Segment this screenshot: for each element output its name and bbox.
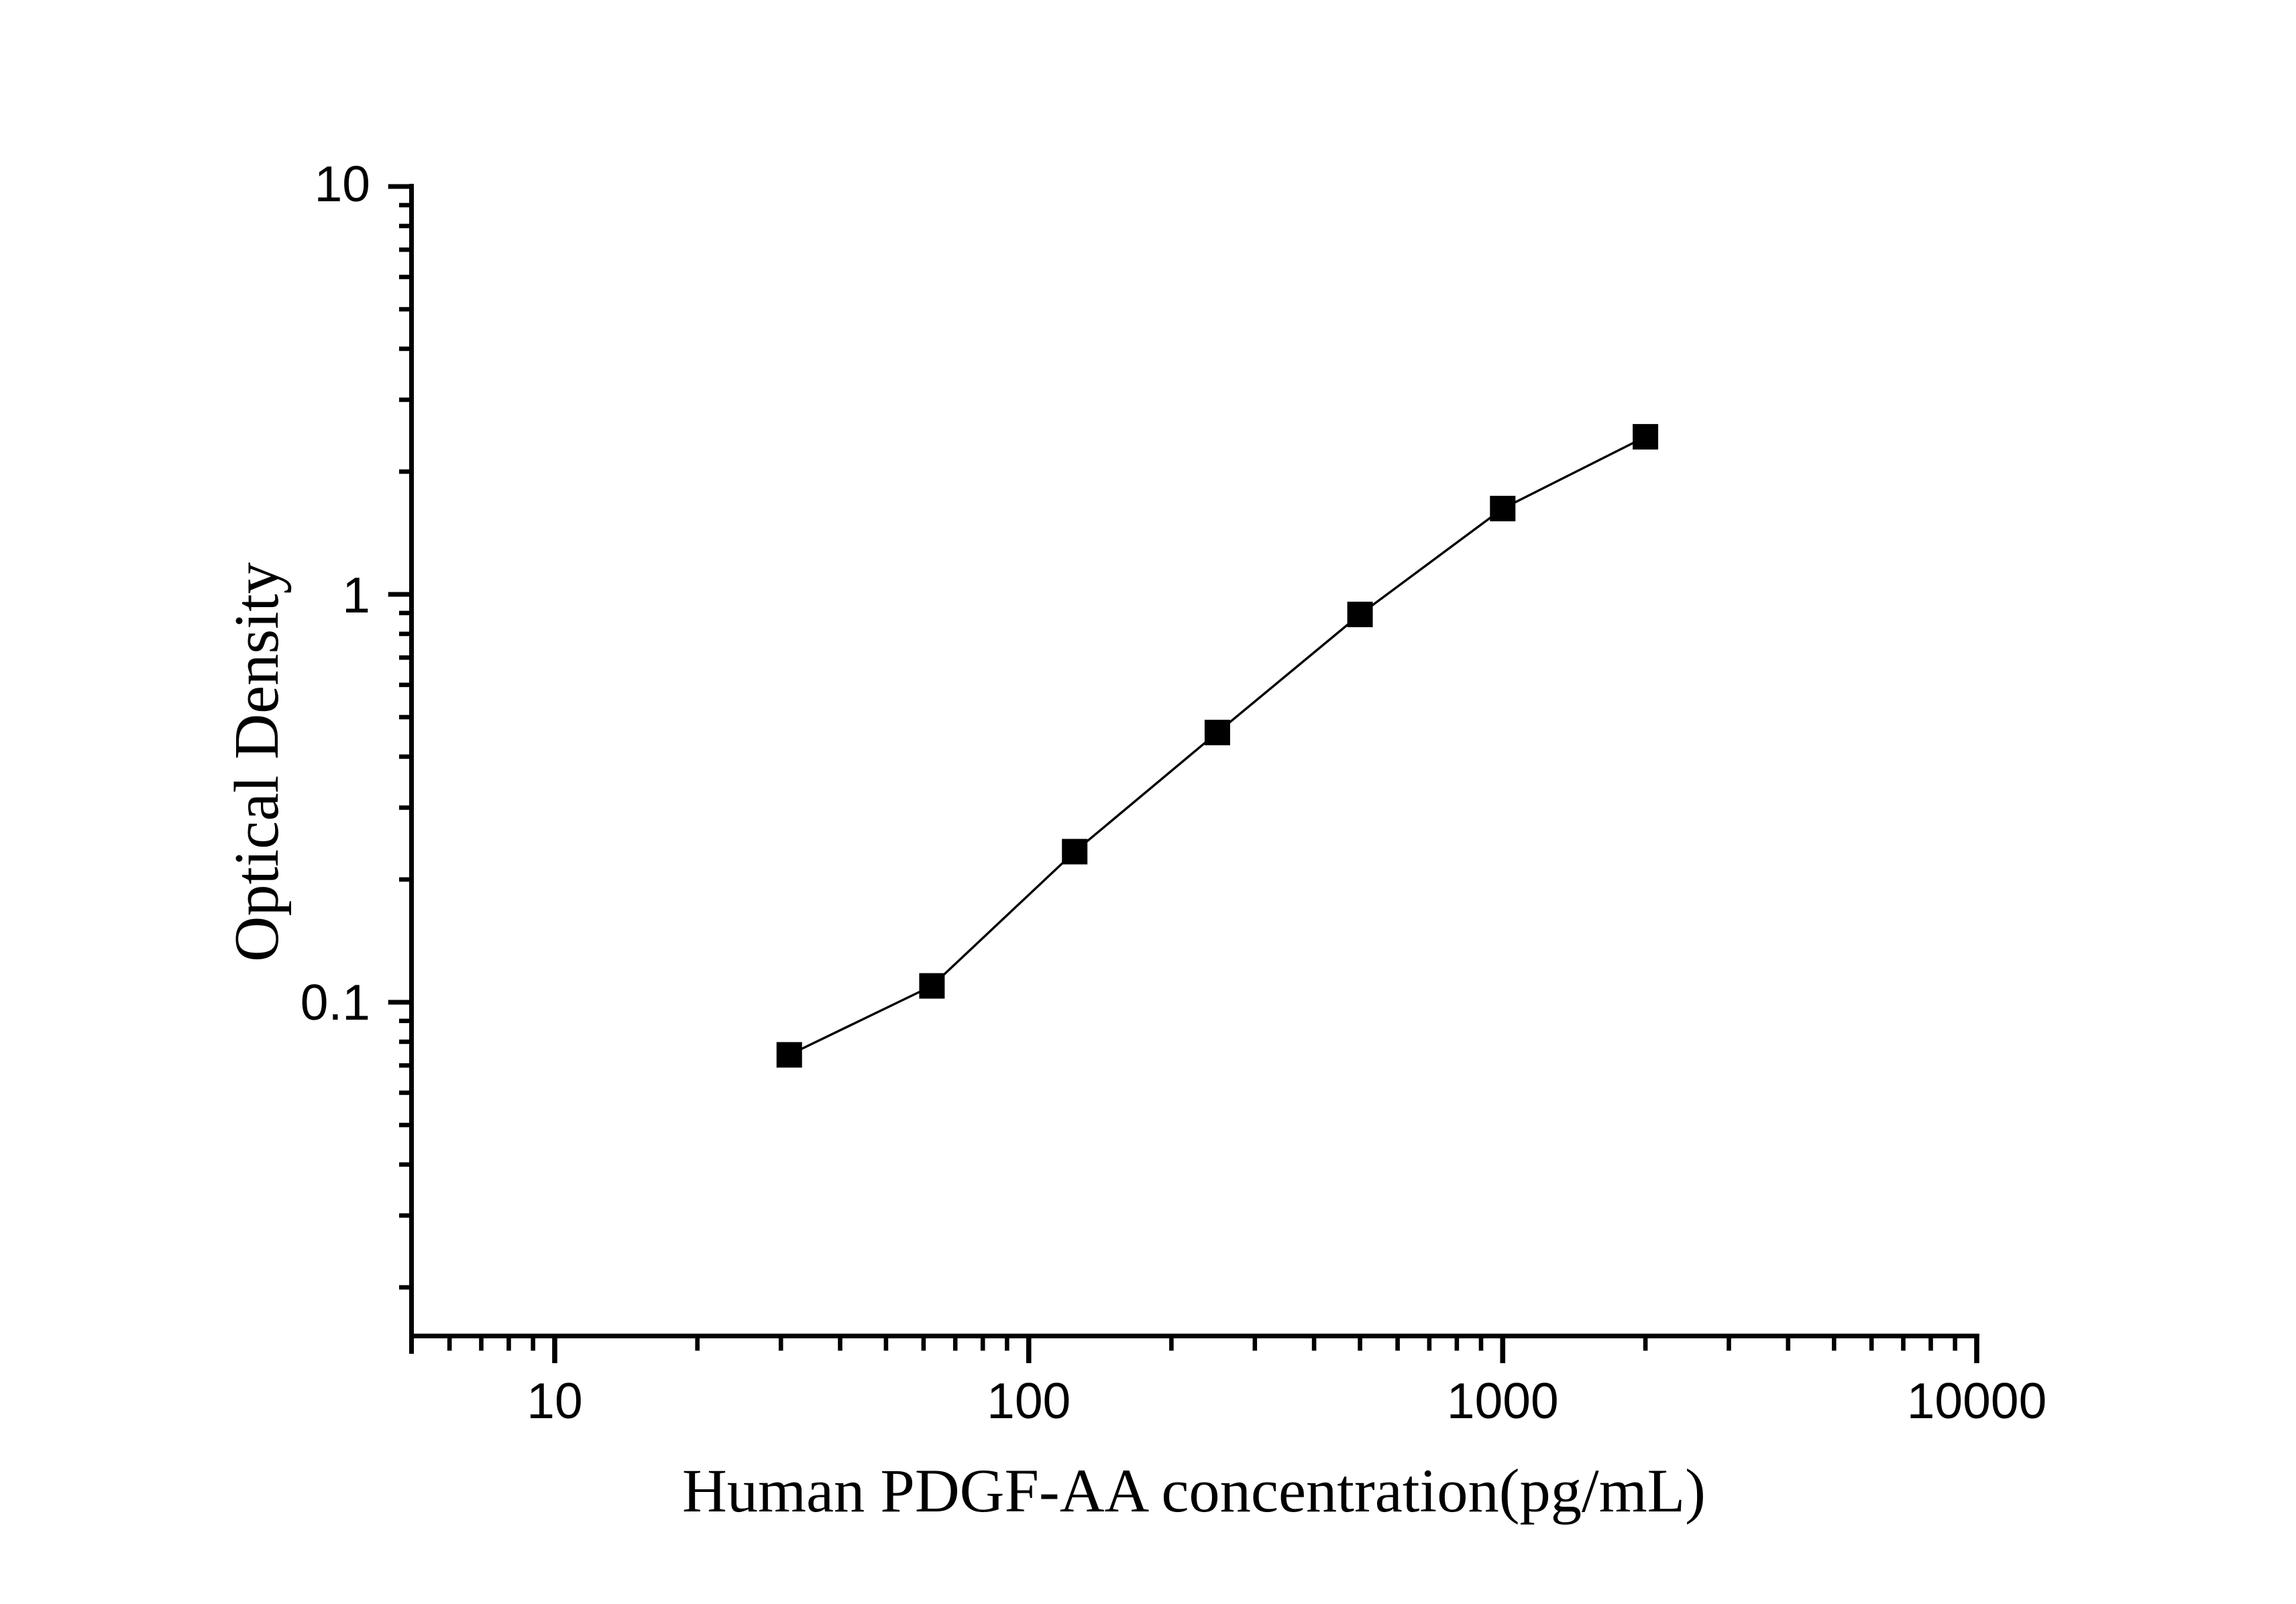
svg-text:Optical Density: Optical Density	[222, 562, 292, 962]
svg-text:1: 1	[342, 567, 370, 623]
svg-text:Human PDGF-AA concentration(pg: Human PDGF-AA concentration(pg/mL)	[682, 1457, 1706, 1526]
svg-text:100: 100	[987, 1373, 1071, 1429]
svg-text:0.1: 0.1	[300, 974, 370, 1030]
svg-text:1000: 1000	[1447, 1373, 1559, 1429]
svg-text:10000: 10000	[1907, 1373, 2047, 1429]
svg-text:10: 10	[315, 156, 370, 212]
svg-text:10: 10	[527, 1373, 582, 1429]
